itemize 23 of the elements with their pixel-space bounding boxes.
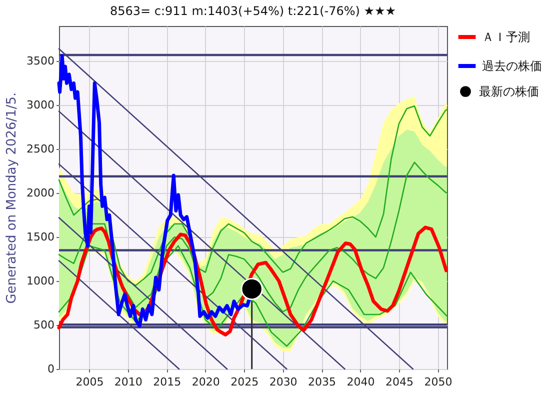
y-tick-label: 3000	[26, 98, 54, 112]
y-tick-label: 500	[34, 318, 54, 332]
x-tick-label: 2010	[114, 376, 142, 388]
legend-label: 最新の株価	[479, 84, 539, 98]
x-tick-label: 2005	[76, 376, 104, 388]
legend-label: 過去の株価	[482, 59, 542, 73]
y-tick-label: 2500	[26, 142, 54, 156]
x-tick-label: 2050	[424, 376, 452, 388]
x-tick-label: 2045	[385, 376, 414, 388]
x-tick-label: 2020	[192, 376, 220, 388]
y-tick-label: 0	[48, 362, 54, 376]
y-tick-label: 3500	[26, 54, 54, 68]
legend-label: ＡＩ予測	[482, 30, 530, 44]
y-tick-label: 1000	[26, 274, 54, 288]
x-tick-label: 2030	[269, 376, 298, 388]
x-tick-label: 2015	[153, 376, 182, 388]
y-tick-label: 2000	[26, 186, 54, 200]
x-tick-label: 2025	[230, 376, 259, 388]
y-tick-label: 1500	[26, 230, 54, 244]
y-axis-title: Generated on Monday 2026/1/5.	[4, 92, 20, 304]
x-tick-label: 2040	[346, 376, 375, 388]
x-tick-label: 2035	[308, 376, 336, 388]
chart-title: 8563= c:911 m:1403(+54%) t:221(-76%) ★★★	[110, 4, 396, 18]
